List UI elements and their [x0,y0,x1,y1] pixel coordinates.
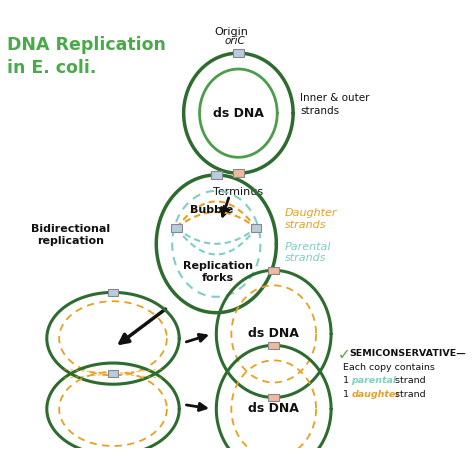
Text: DNA Replication
in E. coli.: DNA Replication in E. coli. [7,36,166,76]
Text: Origin: Origin [214,27,248,37]
Text: daughter: daughter [351,390,401,399]
Text: 1: 1 [343,390,352,399]
FancyBboxPatch shape [268,342,279,349]
Text: ds DNA: ds DNA [213,107,264,119]
Text: ds DNA: ds DNA [248,328,299,340]
Text: Bidirectional
replication: Bidirectional replication [31,224,110,246]
Text: Inner & outer
strands: Inner & outer strands [300,93,370,116]
FancyBboxPatch shape [268,469,279,474]
FancyBboxPatch shape [108,370,118,377]
FancyBboxPatch shape [108,289,118,296]
FancyBboxPatch shape [171,224,182,232]
Text: strand: strand [392,376,426,385]
FancyBboxPatch shape [210,171,222,179]
FancyBboxPatch shape [268,267,279,274]
FancyBboxPatch shape [108,451,118,458]
Text: Each copy contains: Each copy contains [343,363,435,372]
Text: parental: parental [351,376,397,385]
Text: ✓: ✓ [337,347,350,362]
Text: 1: 1 [343,376,352,385]
Text: SEMICONSERVATIVE—: SEMICONSERVATIVE— [350,349,466,358]
Text: ds DNA: ds DNA [248,402,299,415]
Text: Bubble: Bubble [190,205,234,215]
Text: strand: strand [392,390,426,399]
Text: Parental
strands: Parental strands [285,242,332,264]
Text: oriC: oriC [225,36,245,46]
Text: Terminus: Terminus [213,187,264,197]
FancyBboxPatch shape [233,49,244,57]
FancyBboxPatch shape [268,394,279,401]
FancyBboxPatch shape [251,224,261,232]
Text: Replication
forks: Replication forks [183,262,253,283]
FancyBboxPatch shape [233,169,244,177]
Text: Daughter
strands: Daughter strands [285,208,337,230]
